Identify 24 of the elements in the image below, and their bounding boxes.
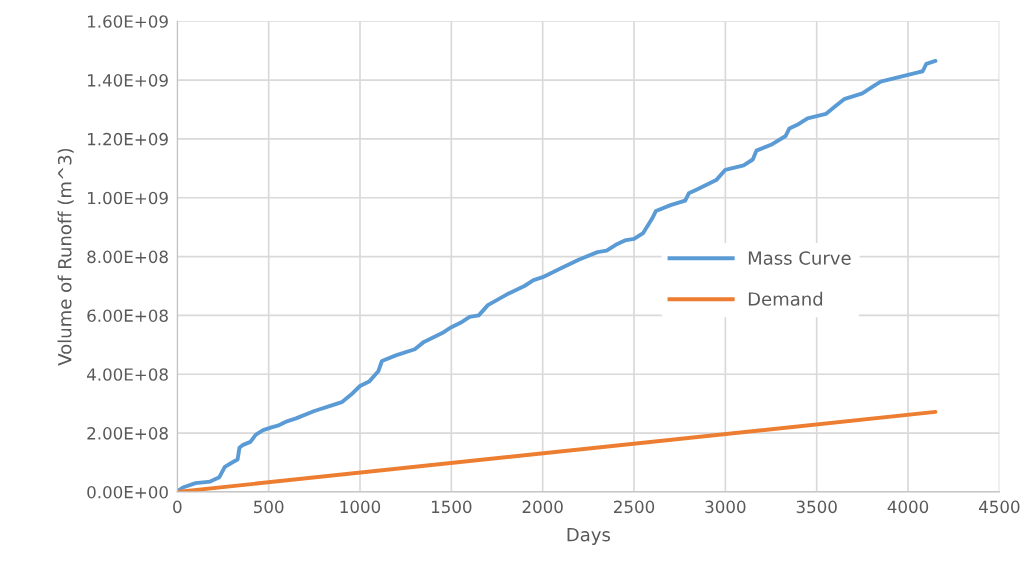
x-tick-label: 2500 (614, 500, 655, 514)
x-tick-label: 3000 (705, 500, 746, 514)
x-tick-label: 0 (173, 500, 182, 514)
x-tick-label: 3500 (796, 500, 837, 514)
x-tick-label: 500 (254, 500, 284, 514)
y-tick-label: 0.00E+00 (87, 485, 168, 499)
x-tick-label: 4500 (978, 500, 1020, 514)
legend-label: Demand (748, 291, 823, 306)
y-tick-label: 2.00E+08 (87, 427, 168, 440)
y-tick-label: 1.20E+09 (88, 132, 168, 146)
y-tick-label: 1.40E+09 (88, 74, 168, 87)
x-tick-label: 4000 (887, 500, 929, 514)
x-tick-label: 2000 (522, 500, 563, 514)
y-tick-label: 8.00E+08 (87, 250, 168, 264)
y-tick-label: 1.60E+09 (88, 15, 168, 28)
y-tick-label: 6.00E+08 (87, 309, 168, 322)
y-tick-label: 1.00E+09 (88, 191, 168, 205)
x-tick-label: 1500 (431, 500, 472, 514)
y-tick-label: 4.00E+08 (86, 368, 168, 381)
y-axis-title: Volume of Runoff (m^3) (57, 148, 74, 366)
x-axis-title: Days (567, 528, 610, 545)
legend-label: Mass Curve (748, 251, 851, 265)
x-tick-label: 1000 (340, 500, 381, 514)
line-series (177, 59, 938, 492)
